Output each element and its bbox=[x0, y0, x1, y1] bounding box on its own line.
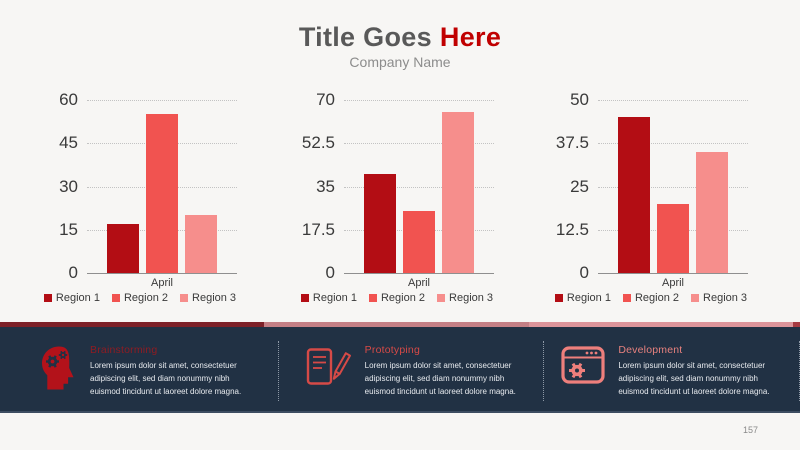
legend-label: Region 1 bbox=[312, 292, 357, 304]
y-axis-tick-label: 52.5 bbox=[301, 133, 335, 153]
footer-item-title: Prototyping bbox=[364, 344, 420, 356]
legend-swatch bbox=[300, 294, 309, 302]
title-primary: Title Goes bbox=[298, 22, 432, 52]
accent-strip-segment bbox=[0, 322, 265, 327]
y-axis-tick-label: 45 bbox=[59, 133, 78, 153]
legend-label: Region 2 bbox=[380, 292, 426, 304]
y-axis-tick-label: 0 bbox=[579, 263, 589, 282]
y-axis-tick-label: 50 bbox=[570, 90, 589, 109]
plot-area: 70 52.5 35 17.5 0 bbox=[302, 90, 494, 282]
accent-strip-segment bbox=[792, 322, 800, 327]
plot-area: 60 45 30 15 0 bbox=[59, 90, 237, 282]
legend: Region 1 Region 2 Region 3 bbox=[43, 292, 237, 304]
gridline bbox=[344, 143, 494, 145]
y-axis-tick-label: 25 bbox=[570, 176, 589, 196]
y-axis-tick-label: 17.5 bbox=[301, 219, 335, 239]
legend-label: Region 2 bbox=[123, 292, 169, 304]
page-number: 157 bbox=[742, 425, 758, 435]
legend-swatch bbox=[622, 294, 631, 302]
gridline bbox=[598, 100, 748, 101]
bar-chart-1: 60 45 30 15 0 April Region 1 Region 2 Region 3 bbox=[43, 90, 237, 304]
x-axis-label: April bbox=[407, 277, 430, 289]
accent-strip bbox=[0, 322, 800, 327]
legend-swatch bbox=[111, 294, 120, 302]
y-axis-tick-label: 60 bbox=[59, 90, 78, 109]
bars-group bbox=[344, 112, 494, 273]
footer-item-brainstorming: Brainstorming Lorem ipsum dolor sit amet… bbox=[0, 327, 279, 411]
bar-region-2 bbox=[657, 203, 689, 273]
legend-item: Region 2 bbox=[622, 292, 680, 304]
y-axis-tick-label: 35 bbox=[316, 176, 335, 196]
accent-strip-segment bbox=[264, 322, 529, 327]
legend-swatch bbox=[180, 294, 189, 302]
legend-item: Region 3 bbox=[691, 292, 747, 304]
bar-chart-3: 50 37.5 25 12.5 0 April Region 1 Region 2 Regi… bbox=[554, 90, 748, 304]
footer-item-description: Lorem ipsum dolor sit amet, consectetuer… bbox=[90, 361, 242, 396]
legend-swatch bbox=[43, 294, 52, 302]
legend-swatch bbox=[691, 294, 700, 302]
bar-region-1 bbox=[107, 223, 139, 273]
gridline bbox=[344, 186, 494, 188]
bar-region-3 bbox=[442, 112, 474, 273]
y-axis-tick-label: 30 bbox=[59, 176, 78, 196]
bar-region-3 bbox=[185, 215, 217, 273]
legend-label: Region 2 bbox=[634, 292, 680, 304]
legend-label: Region 1 bbox=[566, 292, 611, 304]
bar-region-2 bbox=[146, 114, 178, 273]
gridline bbox=[598, 186, 748, 188]
legend-item: Region 2 bbox=[111, 292, 169, 304]
bars-group bbox=[598, 117, 748, 273]
gridline bbox=[344, 100, 494, 101]
bar-region-1 bbox=[618, 117, 650, 273]
y-axis-tick-label: 15 bbox=[59, 219, 78, 239]
bar-region-3 bbox=[696, 151, 728, 273]
legend-label: Region 1 bbox=[55, 292, 100, 304]
legend-item: Region 1 bbox=[554, 292, 611, 304]
legend-label: Region 3 bbox=[703, 292, 748, 304]
bars-group bbox=[87, 114, 237, 273]
legend-label: Region 3 bbox=[449, 292, 494, 304]
footer-bar: Brainstorming Lorem ipsum dolor sit amet… bbox=[0, 327, 800, 413]
accent-strip-segment bbox=[528, 322, 793, 327]
bar-region-1 bbox=[364, 174, 396, 273]
gridline bbox=[598, 143, 748, 145]
x-axis-label: April bbox=[150, 277, 173, 289]
legend-item: Region 3 bbox=[180, 292, 236, 304]
development-icon bbox=[561, 346, 605, 389]
legend-item: Region 1 bbox=[300, 292, 357, 304]
y-axis-tick-label: 37.5 bbox=[555, 133, 589, 153]
legend-swatch bbox=[554, 294, 563, 302]
legend-item: Region 3 bbox=[437, 292, 493, 304]
brainstorming-icon bbox=[40, 346, 77, 395]
legend-swatch bbox=[368, 294, 377, 302]
y-axis-tick-label: 0 bbox=[325, 263, 335, 282]
slide-header: Title Goes Here Company Name bbox=[0, 22, 800, 70]
footer-item-description: Lorem ipsum dolor sit amet, consectetuer… bbox=[618, 361, 770, 396]
legend-item: Region 2 bbox=[368, 292, 426, 304]
footer-item-description: Lorem ipsum dolor sit amet, consectetuer… bbox=[364, 361, 516, 396]
legend: Region 1 Region 2 Region 3 bbox=[554, 292, 748, 304]
prototyping-icon bbox=[306, 346, 352, 391]
footer-item-title: Brainstorming bbox=[90, 344, 158, 356]
legend-item: Region 1 bbox=[43, 292, 100, 304]
y-axis-tick-label: 0 bbox=[68, 263, 78, 282]
gridline bbox=[87, 100, 237, 101]
footer-item-title: Development bbox=[618, 344, 683, 356]
y-axis-tick-label: 70 bbox=[316, 90, 335, 109]
x-axis-label: April bbox=[661, 277, 684, 289]
company-name: Company Name bbox=[349, 54, 451, 70]
legend-label: Region 3 bbox=[192, 292, 237, 304]
page-title: Title Goes Here bbox=[0, 22, 800, 53]
legend-swatch bbox=[437, 294, 446, 302]
footer-item-development: Development Lorem ipsum dolor sit amet, … bbox=[544, 327, 800, 411]
bar-region-2 bbox=[403, 211, 435, 273]
legend: Region 1 Region 2 Region 3 bbox=[300, 292, 494, 304]
y-axis-tick-label: 12.5 bbox=[555, 219, 589, 239]
title-accent: Here bbox=[439, 22, 502, 52]
footer-item-prototyping: Prototyping Lorem ipsum dolor sit amet, … bbox=[279, 327, 545, 411]
plot-area: 50 37.5 25 12.5 0 bbox=[556, 90, 748, 282]
bar-chart-2: 70 52.5 35 17.5 0 April Region 1 Region 2 Regi… bbox=[300, 90, 494, 304]
